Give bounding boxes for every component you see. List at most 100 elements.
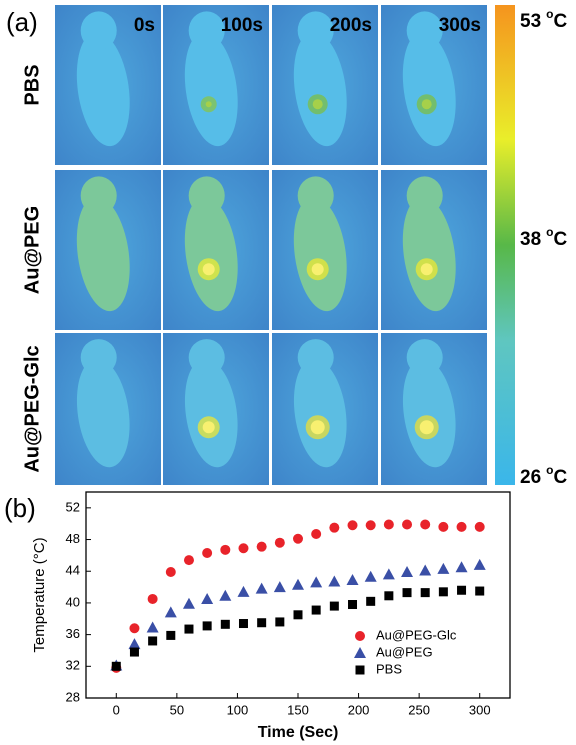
data-point [202, 621, 212, 631]
data-point [382, 568, 395, 580]
y-tick-label: 32 [66, 658, 80, 673]
data-point [348, 600, 358, 610]
data-point [311, 605, 321, 615]
y-tick-label: 44 [66, 563, 80, 578]
data-point [238, 619, 248, 629]
data-point [237, 585, 250, 597]
data-point [220, 544, 231, 555]
data-point [147, 593, 158, 604]
data-point [419, 564, 432, 576]
colorbar-label: 53 oC [520, 7, 567, 32]
mouse-body [402, 358, 456, 468]
colorbar-label-part: o [546, 463, 553, 477]
mouse-body [184, 358, 238, 468]
x-tick-label: 200 [348, 702, 370, 717]
data-point [438, 587, 448, 597]
data-point [365, 520, 376, 531]
hot-spot [419, 420, 434, 435]
data-point [183, 555, 194, 566]
y-tick-label: 48 [66, 531, 80, 546]
time-label: 0s [134, 15, 155, 36]
mouse-body [293, 31, 347, 147]
data-point [329, 601, 339, 611]
legend-label: Au@PEG [376, 644, 433, 659]
colorbar-label: 38 oC [520, 225, 567, 250]
data-point [293, 533, 303, 544]
data-point [402, 519, 413, 530]
data-point [366, 596, 376, 606]
hot-spot [310, 420, 325, 435]
x-tick-label: 50 [170, 702, 184, 717]
mouse-body [293, 358, 347, 468]
data-point [420, 519, 431, 530]
data-point [473, 558, 486, 570]
mouse-head [297, 176, 334, 215]
hot-spot [205, 101, 212, 108]
hot-spot [420, 263, 433, 276]
x-tick-label: 0 [113, 702, 120, 717]
data-point [219, 589, 232, 601]
row-label: Au@PEG [21, 206, 43, 294]
hot-spot [312, 99, 323, 110]
data-point [384, 591, 394, 601]
mouse-body [76, 358, 130, 468]
colorbar-label-part: 26 [520, 467, 541, 488]
colorbar [495, 5, 515, 485]
mouse-body [402, 31, 456, 147]
row-label: Au@PEG-Glc [21, 345, 43, 472]
mouse-body [293, 196, 347, 312]
mouse-head [406, 11, 443, 50]
x-tick-label: 150 [287, 702, 309, 717]
mouse-body [184, 196, 238, 312]
colorbar-label-part: o [546, 225, 553, 239]
data-point [455, 561, 468, 573]
hot-spot [202, 421, 215, 434]
colorbar-label-part: C [553, 467, 567, 488]
colorbar-label-part: C [553, 11, 567, 32]
data-point [129, 647, 139, 657]
mouse-head [297, 11, 334, 50]
data-point [438, 521, 449, 532]
data-point [238, 543, 249, 554]
x-tick-label: 300 [469, 702, 491, 717]
data-point [474, 521, 485, 532]
legend-marker [355, 631, 365, 641]
x-tick-label: 250 [408, 702, 430, 717]
data-point [401, 566, 414, 578]
data-point [364, 570, 377, 582]
data-point [275, 617, 285, 627]
data-point [420, 588, 430, 598]
time-label: 200s [330, 15, 372, 36]
data-point [257, 618, 267, 628]
data-point [383, 519, 394, 530]
hot-spot [311, 263, 324, 276]
mouse-head [188, 176, 225, 215]
data-point [273, 581, 286, 593]
data-point [456, 521, 467, 532]
data-point [148, 636, 158, 646]
data-point [111, 661, 121, 671]
mouse-head [406, 176, 443, 215]
row-label: PBS [21, 64, 43, 105]
data-point [346, 573, 359, 585]
colorbar-label-part: 53 [520, 11, 541, 32]
data-point [475, 586, 485, 596]
data-point [347, 520, 358, 531]
data-point [329, 522, 340, 533]
hot-spot [421, 99, 432, 110]
legend-marker [355, 665, 365, 675]
data-point [164, 606, 177, 618]
mouse-head [80, 339, 117, 376]
colorbar-label-part: C [553, 229, 567, 250]
mouse-head [80, 11, 117, 50]
mouse-head [188, 339, 225, 376]
panel-label: (a) [6, 7, 38, 37]
mouse-body [402, 196, 456, 312]
mouse-body [184, 31, 238, 147]
mouse-body [76, 31, 130, 147]
mouse-head [188, 11, 225, 50]
data-point [202, 548, 213, 559]
data-point [311, 528, 322, 539]
data-point [146, 621, 159, 633]
